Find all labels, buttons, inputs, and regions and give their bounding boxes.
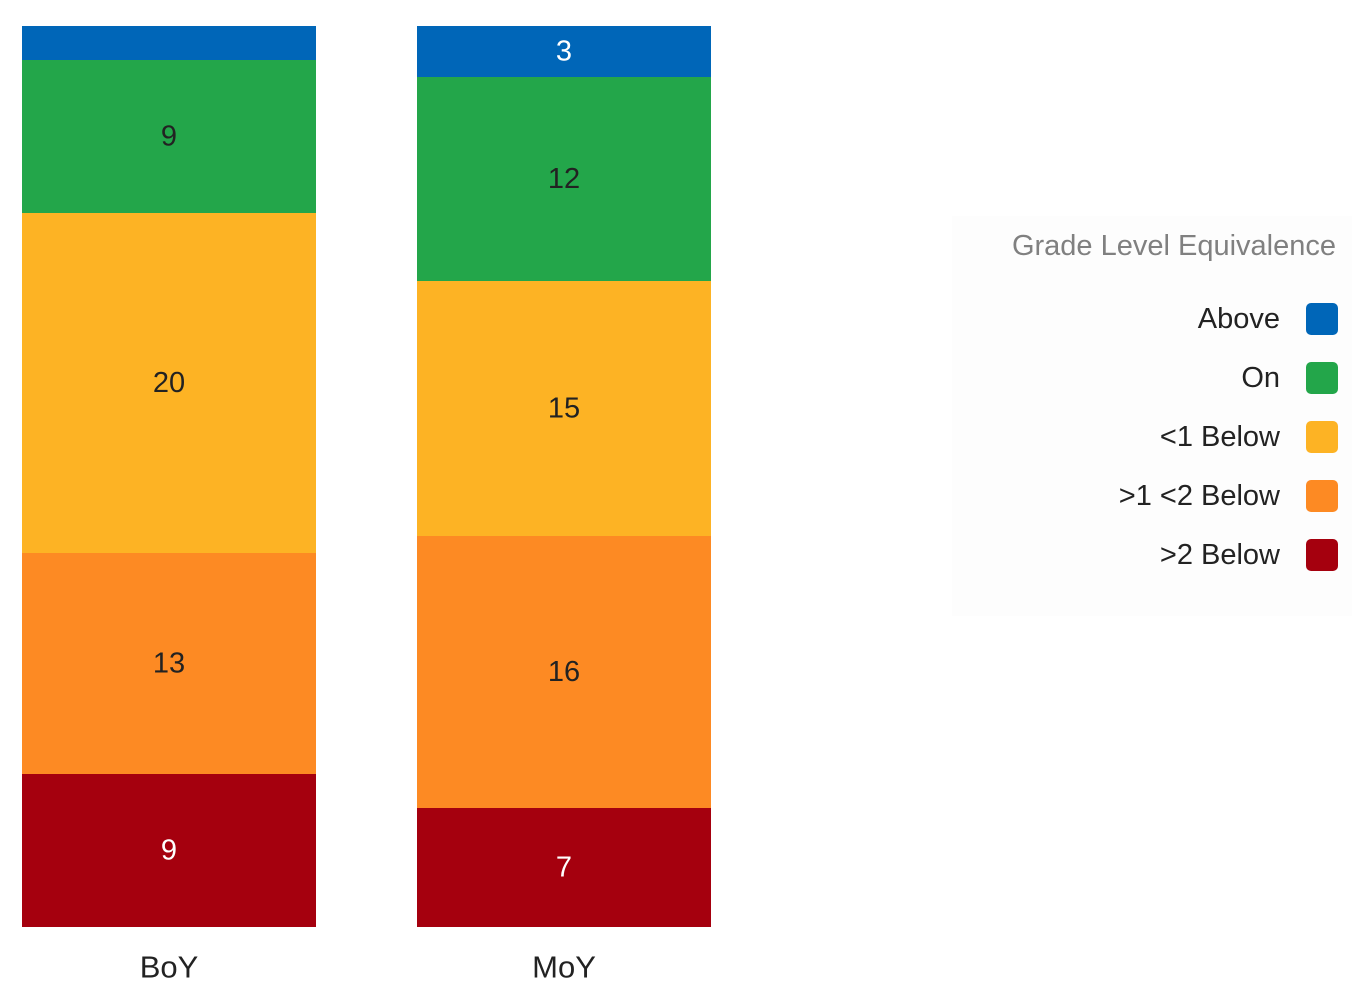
legend-item-above[interactable]: Above [1198,302,1338,336]
legend-title: Grade Level Equivalence [1011,230,1336,262]
legend: Grade Level Equivalence Above On <1 Belo… [952,216,1352,616]
bar-segment[interactable] [417,281,711,536]
data-label: 9 [161,835,177,867]
legend-swatch [1306,539,1338,571]
bar-segment[interactable] [22,213,316,553]
category-label: BoY [140,950,199,983]
data-label: 12 [548,163,580,195]
legend-label: >1 <2 Below [1118,479,1280,512]
legend-swatch [1306,421,1338,453]
bar-segment[interactable] [22,26,316,60]
legend-swatch [1306,362,1338,394]
legend-label: Above [1197,302,1280,335]
category-label: MoY [532,950,596,983]
bar-segment[interactable] [22,60,316,213]
legend-item-lt1-below[interactable]: <1 Below [1160,420,1338,454]
bar-segment[interactable] [22,774,316,927]
data-label: 20 [153,367,185,399]
legend-swatch [1306,480,1338,512]
legend-item-on[interactable]: On [1241,361,1338,395]
legend-label: >2 Below [1159,538,1280,571]
data-label: 7 [556,852,572,884]
data-label: 16 [548,656,580,688]
data-label: 9 [161,121,177,153]
legend-swatch [1306,303,1338,335]
data-label: 13 [153,648,185,680]
data-label: 3 [556,36,572,68]
bar-segment[interactable] [417,26,711,77]
bar-segment[interactable] [417,808,711,927]
bar-segment[interactable] [417,536,711,808]
data-label: 15 [548,393,580,425]
legend-item-gt1-lt2-below[interactable]: >1 <2 Below [1119,479,1338,513]
bar-segment[interactable] [417,77,711,281]
bar-segment[interactable] [22,553,316,774]
legend-label: <1 Below [1159,420,1280,453]
legend-item-gt2-below[interactable]: >2 Below [1160,538,1338,572]
legend-label: On [1241,361,1280,394]
